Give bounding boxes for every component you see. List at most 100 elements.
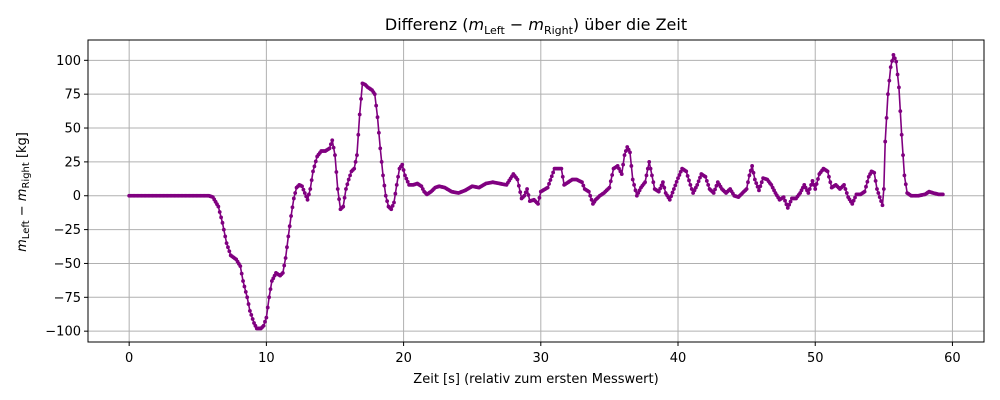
data-point [851,198,856,203]
data-point [331,145,336,150]
data-point [853,195,857,200]
data-point [810,178,815,183]
data-point [677,173,682,177]
data-point [382,183,387,188]
data-point [327,146,332,151]
data-point [607,185,612,190]
data-point [809,183,814,187]
data-point [781,195,786,199]
data-point [862,189,867,194]
data-point [875,187,879,191]
data-point [263,319,267,324]
y-axis-title: mLeft − mRight [kg] [15,132,32,252]
data-point [217,210,222,214]
data-point [667,197,672,202]
data-point [662,185,667,190]
data-point [751,170,756,175]
data-point [342,195,347,200]
data-point [243,289,248,294]
data-point [903,182,908,187]
data-point [787,202,792,207]
data-point [684,169,689,174]
data-point [648,166,653,171]
data-point [242,284,247,289]
data-point [374,103,379,108]
data-point [807,187,812,191]
data-point [713,187,717,192]
data-point [352,166,357,171]
data-point [898,109,903,113]
data-point [344,187,348,191]
data-point [346,177,351,182]
data-point [245,295,250,300]
data-point [891,53,896,57]
x-tick-label: 30 [533,351,550,366]
data-point [330,138,335,143]
data-point [335,187,340,191]
data-point [345,182,350,187]
data-point [844,191,849,195]
data-point [754,181,759,186]
data-point [526,193,531,197]
data-point [238,264,243,269]
data-point [619,172,624,176]
data-point [783,198,787,203]
data-point [880,203,885,208]
y-tick-label: 0 [73,189,81,204]
data-point [643,180,647,185]
data-point [651,180,656,185]
data-point [301,187,306,192]
data-point [877,195,882,199]
x-tick-label: 0 [125,351,133,366]
data-point [394,183,399,187]
data-point [888,65,893,69]
data-point [610,173,615,177]
data-point [669,194,674,199]
data-point [392,200,396,205]
data-point [881,187,886,191]
data-point [828,180,833,185]
data-point [901,153,905,158]
data-point [711,191,716,195]
data-point [696,179,701,184]
data-point [241,279,245,283]
data-point [814,182,819,186]
data-point [752,177,757,182]
data-point [224,241,229,246]
data-point [307,192,311,197]
data-point [525,187,529,191]
data-point [328,142,333,147]
data-point [280,271,285,275]
data-point [220,220,225,225]
data-point [661,180,665,185]
data-point [628,150,632,155]
data-point [378,146,383,151]
data-point [312,164,317,169]
data-point [864,184,868,189]
data-point [890,59,894,63]
data-point [676,176,680,181]
data-point [393,191,398,196]
data-point [748,168,753,173]
data-point [547,181,551,186]
data-point [357,112,362,117]
data-point [580,180,584,185]
data-point [560,174,565,179]
data-point [873,178,878,183]
data-point [293,191,298,195]
data-point [216,204,221,209]
data-point [290,205,295,210]
data-point [630,177,635,182]
plot-frame [87,39,985,343]
data-point [940,192,945,197]
data-point [381,173,385,178]
y-tick-label: 50 [64,122,81,137]
data-point [706,183,711,187]
data-point [897,85,901,90]
data-point [747,173,752,178]
data-point [744,187,749,191]
data-point [372,92,377,97]
data-point [581,183,586,188]
y-tick-label: 75 [64,88,81,103]
